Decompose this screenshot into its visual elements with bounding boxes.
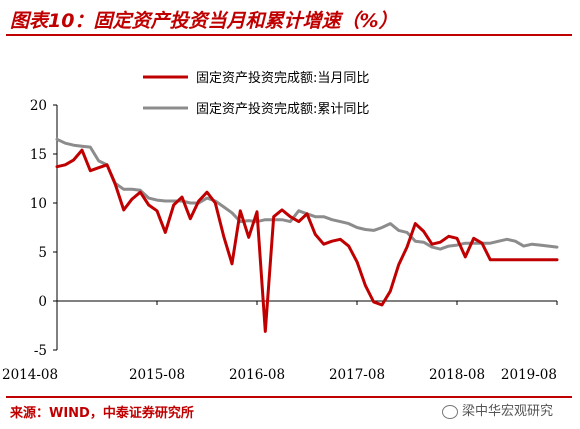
title-divider [6, 34, 572, 36]
y-tick-label: 15 [30, 147, 47, 163]
wechat-icon [442, 404, 458, 419]
y-tick-label: -5 [34, 343, 47, 359]
series-line-cumulative [55, 137, 559, 251]
x-tick-label: 2019-08 [501, 367, 557, 383]
series-lines [55, 137, 559, 333]
x-tick-label: 2015-08 [129, 367, 185, 383]
y-tick-label: 20 [30, 98, 47, 114]
source-note: 来源：WIND，中泰证券研究所 [10, 406, 194, 421]
x-ticks: 2014-08 2015-08 2016-08 2017-08 2018-08 2019-… [2, 301, 558, 383]
y-tick-label: 10 [30, 196, 47, 212]
series-line-monthly [55, 148, 559, 333]
legend-label-cumulative: 固定资产投资完成额:累计同比 [196, 101, 369, 117]
watermark-text: 梁中华宏观研究 [462, 404, 554, 419]
y-tick-label: 5 [38, 245, 47, 261]
y-tick-label: 0 [38, 294, 47, 310]
chart-title: 图表10：固定资产投资当月和累计增速（%） [10, 10, 398, 32]
x-tick-label: 2014-08 [2, 367, 58, 383]
watermark: 梁中华宏观研究 [442, 400, 553, 419]
legend-label-monthly: 固定资产投资完成额:当月同比 [196, 70, 369, 86]
legend: 固定资产投资完成额:当月同比 固定资产投资完成额:累计同比 [143, 70, 369, 117]
footer-divider [6, 396, 572, 398]
x-tick-label: 2017-08 [329, 367, 385, 383]
x-tick-label: 2018-08 [429, 367, 485, 383]
x-tick-label: 2016-08 [229, 367, 285, 383]
y-ticks: -5 0 5 10 15 20 [30, 98, 57, 359]
